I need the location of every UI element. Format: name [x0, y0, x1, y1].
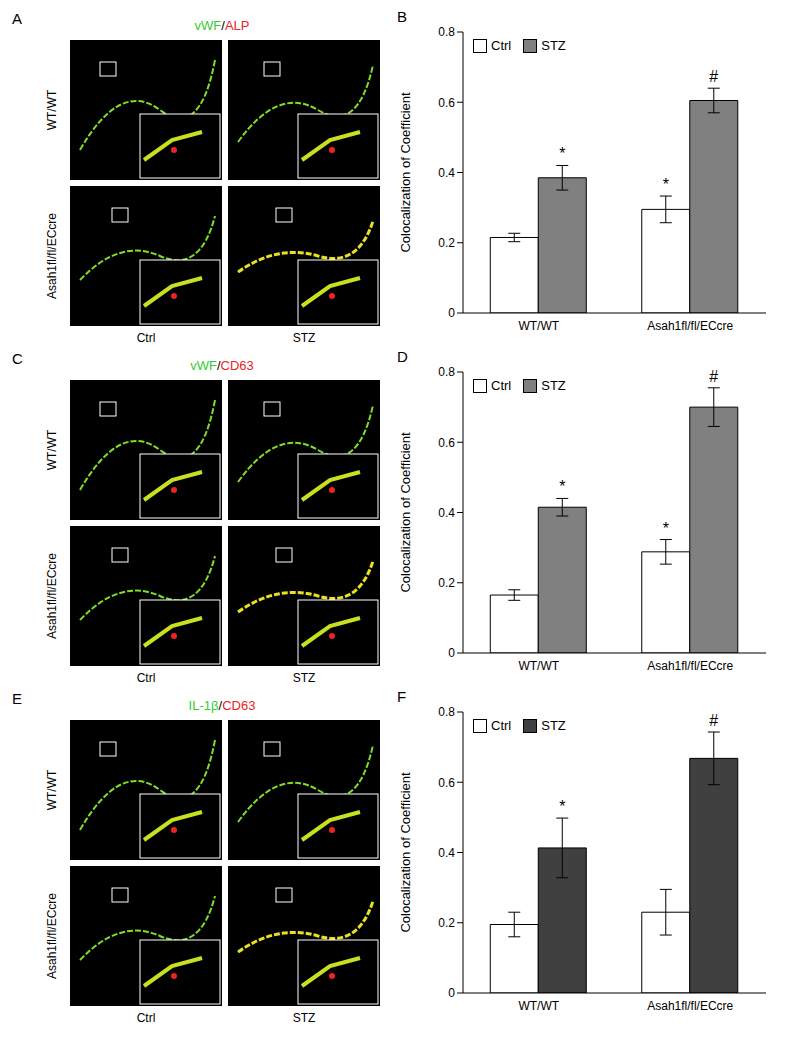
svg-text:0: 0: [448, 986, 455, 1000]
svg-text:#: #: [709, 712, 718, 729]
svg-text:0.2: 0.2: [438, 576, 455, 590]
svg-text:Ctrl: Ctrl: [137, 331, 156, 345]
svg-text:WT/WT: WT/WT: [518, 999, 559, 1013]
svg-text:E: E: [12, 690, 22, 707]
svg-text:WT/WT: WT/WT: [45, 769, 59, 810]
html-text:F: F: [397, 688, 407, 705]
svg-text:C: C: [12, 350, 23, 367]
svg-text:0.8: 0.8: [438, 25, 455, 39]
svg-text:vWF/ALP: vWF/ALP: [195, 18, 250, 33]
svg-text:0: 0: [448, 306, 455, 320]
svg-text:*: *: [559, 478, 565, 495]
svg-text:Ctrl: Ctrl: [137, 1011, 156, 1025]
svg-text:Asah1fl/fl/ECcre: Asah1fl/fl/ECcre: [45, 213, 59, 299]
svg-text:0.4: 0.4: [438, 506, 455, 520]
svg-text:0.8: 0.8: [438, 705, 455, 719]
svg-text:*: *: [663, 176, 669, 193]
svg-text:0.2: 0.2: [438, 916, 455, 930]
svg-text:WT/WT: WT/WT: [518, 319, 559, 333]
svg-text:STZ: STZ: [293, 671, 316, 685]
svg-text:Ctrl: Ctrl: [137, 671, 156, 685]
html-text:Ctrl: Ctrl: [491, 38, 512, 53]
html-text:STZ: STZ: [541, 38, 566, 53]
svg-text:WT/WT: WT/WT: [518, 659, 559, 673]
html-text:STZ: STZ: [541, 718, 566, 733]
svg-text:STZ: STZ: [293, 331, 316, 345]
svg-text:vWF/CD63: vWF/CD63: [190, 358, 254, 373]
svg-text:0.6: 0.6: [438, 776, 455, 790]
html-text:Ctrl: Ctrl: [491, 378, 512, 393]
svg-text:0.6: 0.6: [438, 436, 455, 450]
svg-text:*: *: [559, 145, 565, 162]
svg-text:0.4: 0.4: [438, 846, 455, 860]
svg-text:Asah1fl/fl/ECcre: Asah1fl/fl/ECcre: [647, 999, 733, 1013]
svg-text:0.6: 0.6: [438, 96, 455, 110]
svg-text:Asah1fl/fl/ECcre: Asah1fl/fl/ECcre: [45, 893, 59, 979]
svg-text:0.8: 0.8: [438, 365, 455, 379]
svg-text:WT/WT: WT/WT: [45, 429, 59, 470]
svg-text:#: #: [709, 368, 718, 385]
svg-text:Colocalization of Coefficient: Colocalization of Coefficient: [398, 92, 413, 253]
html-text:B: B: [397, 8, 407, 25]
svg-text:IL-1β/CD63: IL-1β/CD63: [189, 698, 256, 713]
html-text:Ctrl: Ctrl: [491, 718, 512, 733]
svg-text:Colocalization of Coefficient: Colocalization of Coefficient: [398, 432, 413, 593]
svg-text:*: *: [663, 520, 669, 537]
svg-text:0.4: 0.4: [438, 166, 455, 180]
svg-text:Asah1fl/fl/ECcre: Asah1fl/fl/ECcre: [647, 319, 733, 333]
svg-text:Colocalization of Coefficient: Colocalization of Coefficient: [398, 772, 413, 933]
svg-text:0: 0: [448, 646, 455, 660]
svg-text:STZ: STZ: [293, 1011, 316, 1025]
svg-text:*: *: [559, 798, 565, 815]
svg-text:0.2: 0.2: [438, 236, 455, 250]
html-text:STZ: STZ: [541, 378, 566, 393]
svg-text:#: #: [709, 68, 718, 85]
svg-text:Asah1fl/fl/ECcre: Asah1fl/fl/ECcre: [647, 659, 733, 673]
svg-text:WT/WT: WT/WT: [45, 89, 59, 130]
svg-text:A: A: [12, 10, 22, 27]
html-text:D: D: [397, 348, 408, 365]
svg-text:Asah1fl/fl/ECcre: Asah1fl/fl/ECcre: [45, 553, 59, 639]
